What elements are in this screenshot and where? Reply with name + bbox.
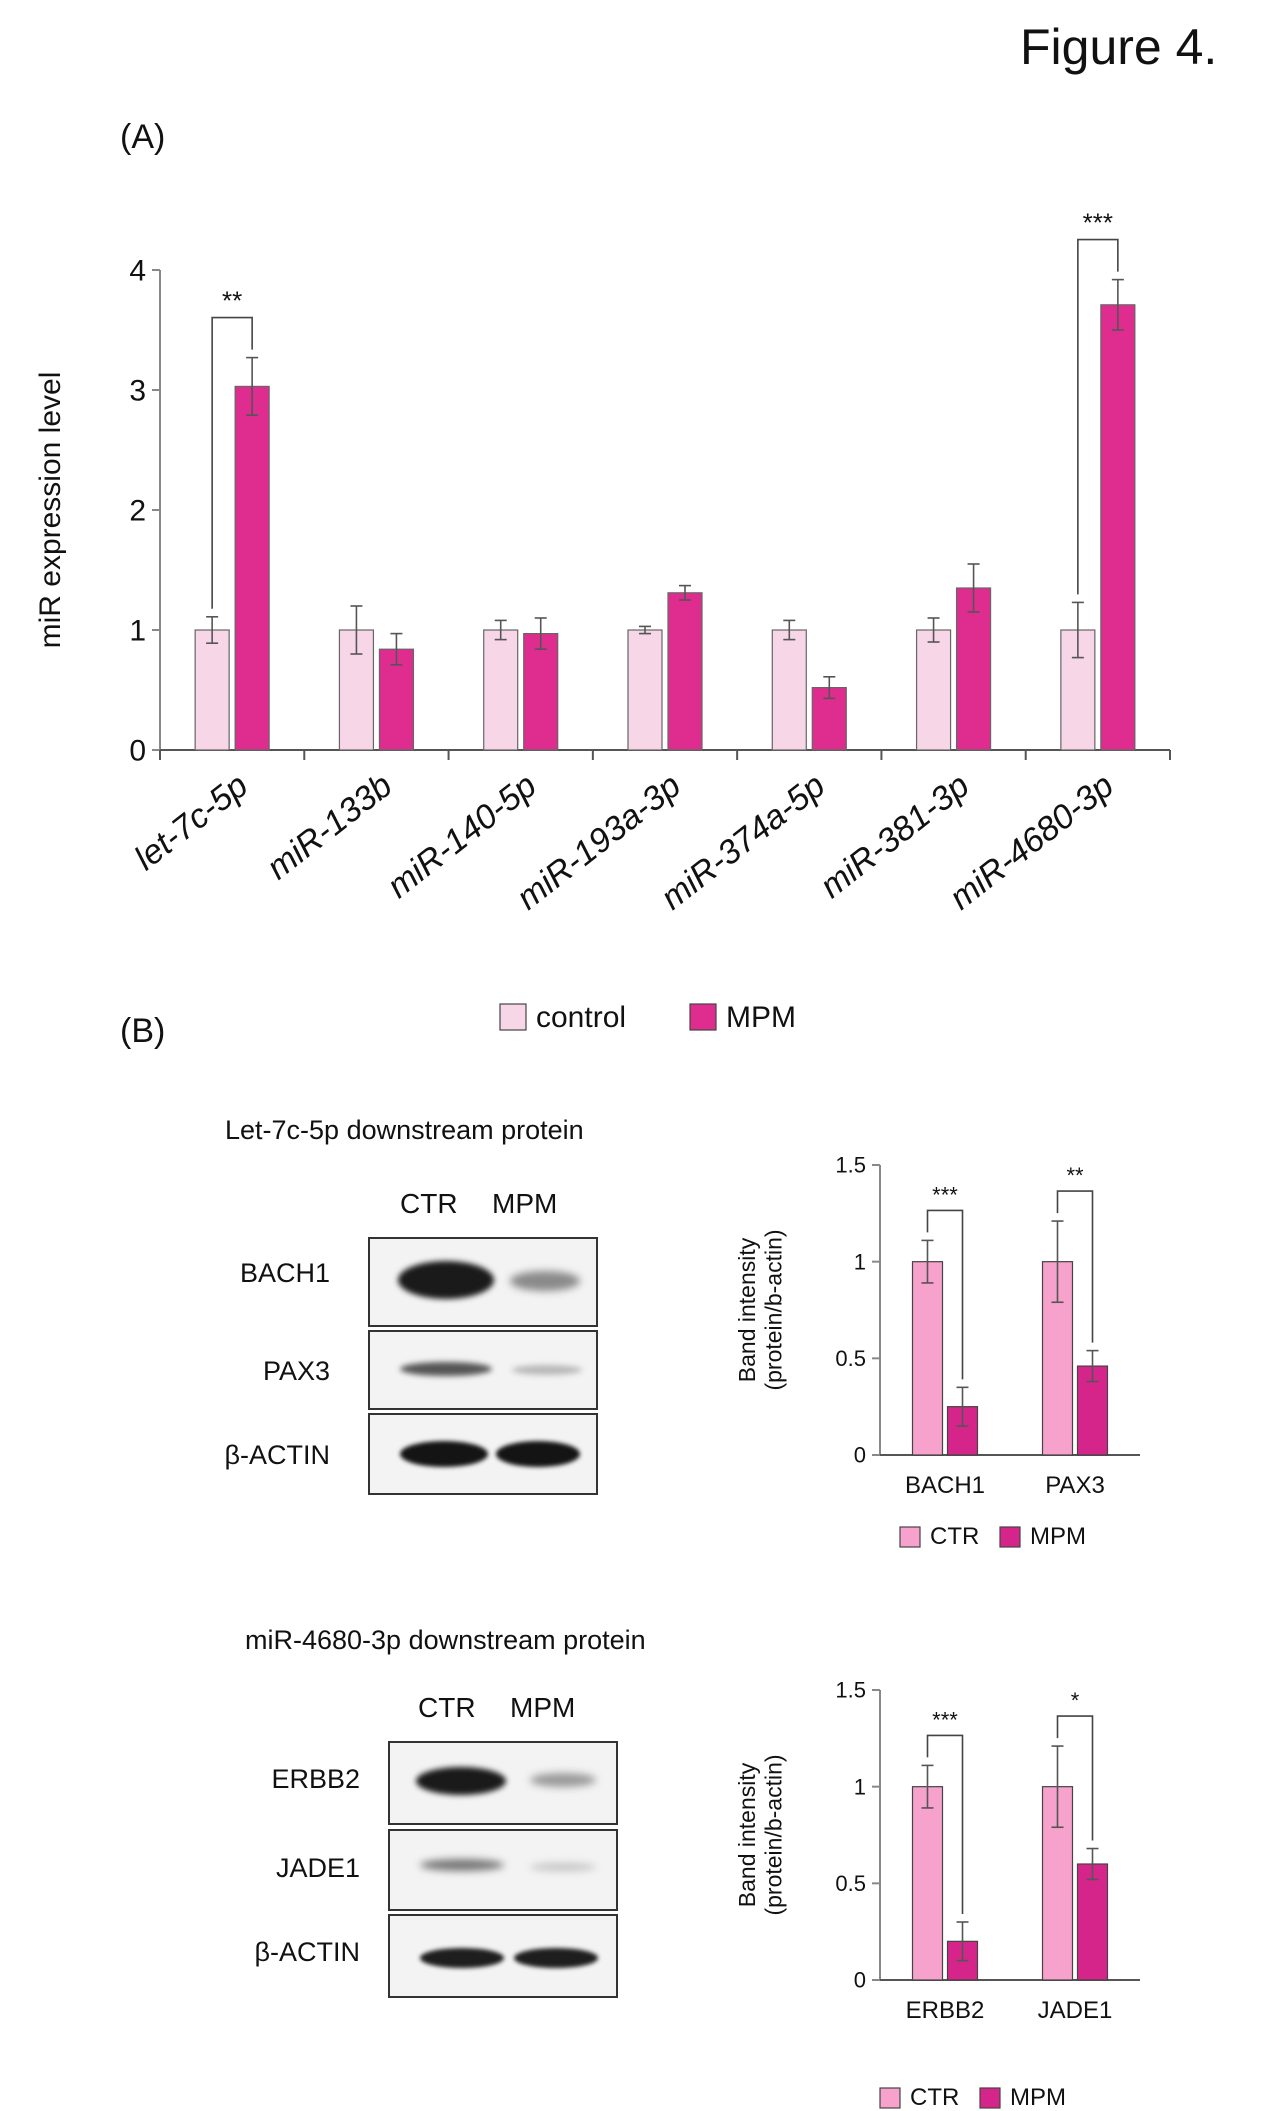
blot2-lane-ctr: CTR	[418, 1692, 476, 1723]
bar	[667, 592, 703, 751]
category-label: ERBB2	[906, 1997, 985, 2024]
significance-bracket	[1056, 1190, 1094, 1343]
y-tick-label: 0	[129, 735, 146, 768]
blot2-jade1-band-row	[388, 1829, 618, 1911]
blot1-lane-mpm: MPM	[492, 1188, 558, 1219]
band-intensity-chart-let7c: 0 0.5 1 1.5 Band intensity (protein/b-actin) B…	[734, 1153, 1140, 1550]
blot2-row-label: JADE1	[275, 1853, 360, 1883]
y-axis-label: Band intensity	[734, 1762, 760, 1907]
blot1-lane-ctr: CTR	[400, 1188, 458, 1219]
category-label: let-7c-5p	[127, 766, 255, 877]
blot1-row-label: β-ACTIN	[224, 1440, 330, 1470]
bar	[911, 1261, 944, 1456]
blot2-actin-band-row	[388, 1914, 618, 1998]
bar	[771, 629, 807, 751]
y-tick-label: 0.5	[835, 1346, 866, 1371]
y-tick-label: 0	[854, 1443, 866, 1468]
legend-swatch	[879, 2087, 901, 2109]
y-tick-label: 2	[129, 495, 146, 528]
significance-bracket	[926, 1734, 964, 1914]
y-tick-label: 1.5	[835, 1153, 866, 1178]
significance-label: ***	[1083, 208, 1113, 238]
significance-label: ***	[932, 1182, 958, 1207]
bar	[483, 629, 519, 751]
blot1-actin-band-row	[368, 1413, 598, 1495]
bar	[194, 629, 230, 751]
legend-label: MPM	[1010, 2084, 1066, 2111]
panel-b-label: (B)	[120, 1012, 166, 1050]
legend-swatch	[999, 1526, 1021, 1548]
blot1-row-label: BACH1	[239, 1258, 330, 1288]
blot1-title: Let-7c-5p downstream protein	[225, 1115, 584, 1145]
bar	[523, 633, 559, 751]
significance-bracket	[1077, 238, 1119, 595]
y-tick-label: 3	[129, 375, 146, 408]
legend-label: control	[536, 1001, 626, 1034]
y-tick-label: 0	[854, 1968, 866, 1993]
y-tick-label: 0.5	[835, 1871, 866, 1896]
blot1-row-label: PAX3	[262, 1356, 330, 1386]
significance-label: **	[1066, 1163, 1084, 1188]
blot2-lane-mpm: MPM	[510, 1692, 576, 1723]
y-tick-label: 1	[129, 615, 146, 648]
bar	[915, 629, 952, 751]
blot1-bach1-band-row	[368, 1237, 598, 1327]
blot2-row-label: β-ACTIN	[254, 1937, 360, 1967]
bar	[911, 1786, 944, 1981]
legend-swatch	[899, 1526, 921, 1548]
category-label: JADE1	[1038, 1997, 1113, 2024]
legend-label: CTR	[910, 2084, 959, 2111]
blot2-title: miR-4680-3p downstream protein	[245, 1625, 646, 1655]
y-tick-label: 1	[854, 1774, 866, 1799]
category-label: PAX3	[1045, 1472, 1105, 1499]
legend-label: CTR	[930, 1523, 979, 1550]
blot2-erbb2-band-row	[388, 1741, 618, 1825]
bar	[378, 648, 415, 751]
mir-expression-chart: 0 1 2 3 4 miR expression level let-7c-5p miR-13…	[34, 208, 1171, 1034]
significance-label: **	[222, 286, 242, 316]
y-tick-label: 4	[129, 255, 146, 288]
significance-bracket	[1056, 1715, 1094, 1841]
legend-label: MPM	[1030, 1523, 1086, 1550]
category-label: miR-133b	[260, 766, 400, 887]
bar	[627, 629, 663, 751]
y-axis-label: (protein/b-actin)	[760, 1229, 786, 1390]
significance-bracket	[926, 1209, 964, 1380]
legend-swatch	[689, 1003, 717, 1031]
y-axis-label: Band intensity	[734, 1237, 760, 1382]
bar	[1100, 304, 1136, 751]
significance-bracket	[211, 316, 253, 609]
band-intensity-chart-mir4680: 0 0.5 1 1.5 Band intensity (protein/b-actin) E…	[734, 1678, 1140, 2111]
y-axis-label: (protein/b-actin)	[760, 1754, 786, 1915]
y-axis-label: miR expression level	[34, 372, 67, 649]
significance-label: ***	[932, 1707, 958, 1732]
blot2-row-label: ERBB2	[271, 1764, 360, 1794]
category-label: BACH1	[905, 1472, 985, 1499]
legend-label: MPM	[726, 1001, 796, 1034]
panel-a-label: (A)	[120, 118, 166, 156]
significance-label: *	[1071, 1688, 1080, 1713]
y-tick-label: 1.5	[835, 1678, 866, 1703]
y-tick-label: 1	[854, 1249, 866, 1274]
legend-swatch	[499, 1003, 527, 1031]
legend-swatch	[979, 2087, 1001, 2109]
figure-title: Figure 4.	[1020, 19, 1218, 75]
bar	[1076, 1863, 1109, 1981]
blot1-pax3-band-row	[368, 1330, 598, 1410]
bar	[234, 385, 270, 751]
